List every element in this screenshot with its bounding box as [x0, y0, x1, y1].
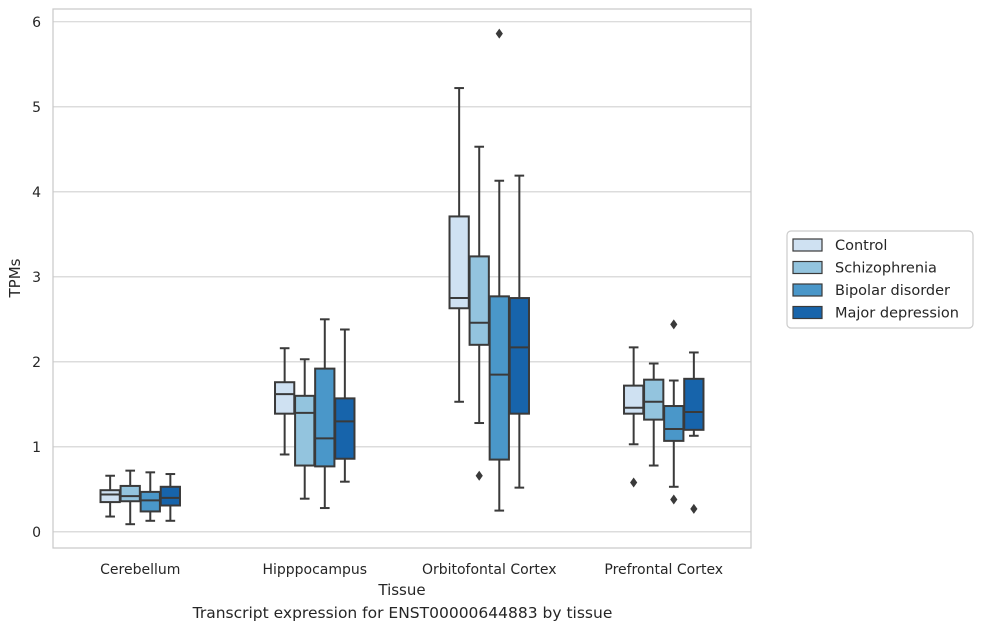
- box-bipolar-disorder: [314, 318, 336, 510]
- y-tick-label: 2: [32, 355, 41, 371]
- legend-swatch: [792, 260, 823, 275]
- box-iqr: [334, 397, 356, 460]
- x-tick-label: Prefrontal Cortex: [604, 562, 723, 578]
- box-control: [623, 346, 645, 488]
- outlier-point: [495, 28, 503, 39]
- box-control: [99, 474, 121, 518]
- box-schizophrenia: [468, 145, 490, 481]
- box-iqr: [643, 378, 665, 421]
- box-control: [448, 87, 470, 403]
- box-bipolar-disorder: [663, 319, 685, 505]
- box-bipolar-disorder: [139, 471, 161, 522]
- box-schizophrenia: [643, 362, 665, 467]
- outlier-point: [475, 470, 483, 481]
- box-iqr: [314, 367, 336, 468]
- x-axis-label: Tissue: [377, 581, 425, 599]
- plot-frame: [52, 8, 752, 549]
- box-major-depression: [334, 328, 356, 483]
- box-iqr: [274, 381, 296, 415]
- outlier-point: [630, 477, 638, 488]
- y-tick-label: 5: [32, 100, 41, 116]
- legend-label: Bipolar disorder: [835, 283, 950, 299]
- legend: Control Schizophrenia Bipolar disorder Majo…: [786, 230, 974, 329]
- legend-label: Schizophrenia: [835, 261, 937, 277]
- y-tick-label: 4: [32, 185, 41, 201]
- box-iqr: [99, 489, 121, 504]
- box-bipolar-disorder: [488, 28, 510, 512]
- box-iqr: [294, 394, 316, 467]
- x-axis-ticks: Cerebellum Hipppocampus Orbitofontal Corte…: [100, 562, 723, 578]
- legend-label: Control: [835, 238, 887, 254]
- box-schizophrenia: [294, 358, 316, 500]
- box-major-depression: [508, 174, 530, 489]
- outlier-point: [670, 494, 678, 505]
- box-iqr: [448, 215, 470, 310]
- box-iqr: [159, 485, 181, 507]
- box-control: [274, 347, 296, 456]
- box-iqr: [468, 255, 490, 346]
- y-tick-label: 3: [32, 270, 41, 286]
- box-iqr: [663, 405, 685, 442]
- outlier-point: [690, 503, 698, 514]
- box-iqr: [508, 297, 530, 415]
- box-iqr: [139, 490, 161, 513]
- y-axis-ticks: 0 1 2 3 4 5 6: [32, 15, 41, 541]
- box-plot-marks: [99, 28, 705, 526]
- box-iqr: [683, 377, 705, 431]
- x-tick-label: Cerebellum: [100, 562, 180, 578]
- legend-frame: [786, 230, 974, 329]
- outlier-point: [670, 319, 678, 330]
- y-axis-label: TPMs: [6, 258, 24, 298]
- x-tick-label: Hipppocampus: [262, 562, 367, 578]
- box-iqr: [119, 484, 141, 503]
- y-tick-label: 0: [32, 525, 41, 541]
- legend-label: Major depression: [835, 306, 959, 322]
- figure-caption: Transcript expression for ENST0000064488…: [192, 604, 613, 622]
- box-iqr: [488, 295, 510, 461]
- legend-swatch: [792, 238, 823, 252]
- gridlines: [53, 21, 751, 533]
- box-iqr: [623, 384, 645, 415]
- legend-swatch: [792, 305, 823, 320]
- legend-swatch: [792, 283, 823, 297]
- box-major-depression: [683, 351, 705, 514]
- x-tick-label: Orbitofontal Cortex: [422, 562, 557, 578]
- y-tick-label: 6: [32, 15, 41, 31]
- box-schizophrenia: [119, 469, 141, 526]
- box-major-depression: [159, 473, 181, 522]
- y-tick-label: 1: [32, 440, 41, 456]
